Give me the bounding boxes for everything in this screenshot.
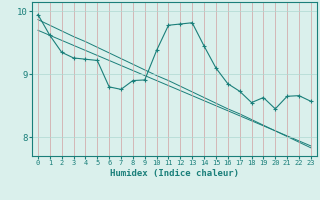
X-axis label: Humidex (Indice chaleur): Humidex (Indice chaleur): [110, 169, 239, 178]
